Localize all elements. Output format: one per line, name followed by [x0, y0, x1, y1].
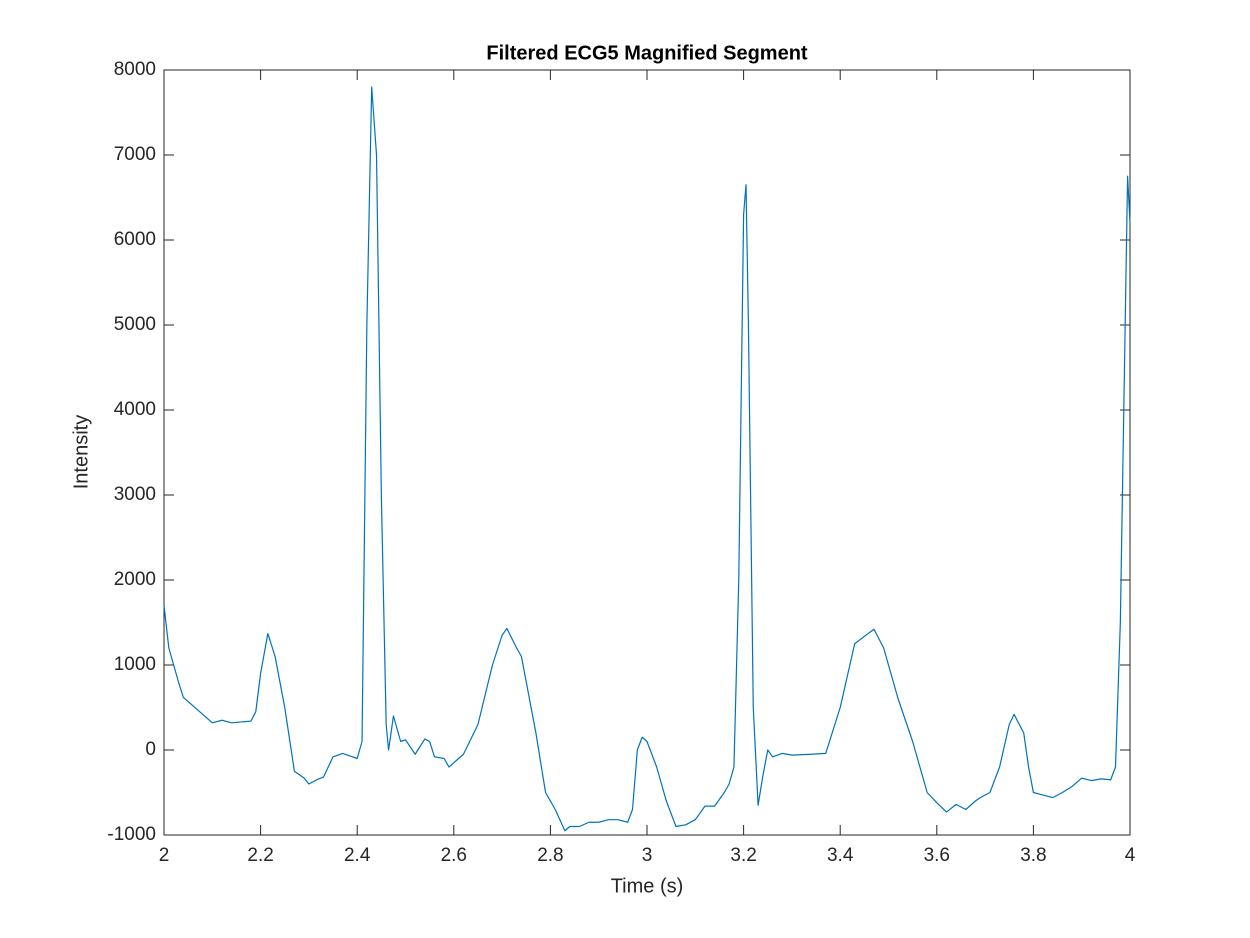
x-tick-label: 2.2 [247, 845, 273, 866]
x-tick-label: 3.8 [1020, 845, 1046, 866]
x-tick-label: 3 [642, 845, 653, 866]
y-tick-label: 4000 [114, 399, 156, 420]
y-tick-label: 6000 [114, 229, 156, 250]
x-tick-label: 2.6 [441, 845, 467, 866]
y-tick-label: 3000 [114, 484, 156, 505]
y-tick-label: 7000 [114, 144, 156, 165]
x-axis-label: Time (s) [611, 875, 684, 897]
x-tick-label: 2.8 [537, 845, 563, 866]
y-tick-label: 5000 [114, 314, 156, 335]
data-line [163, 86, 1131, 832]
y-tick-label: -1000 [107, 824, 156, 845]
chart-title: Filtered ECG5 Magnified Segment [486, 42, 808, 64]
x-tick-label: 3.2 [730, 845, 756, 866]
x-tick-label: 3.6 [924, 845, 950, 866]
y-tick-label: 0 [145, 739, 156, 760]
y-tick-label: 2000 [114, 569, 156, 590]
x-tick-label: 4 [1125, 845, 1136, 866]
x-tick-label: 2.4 [344, 845, 371, 866]
x-tick-label: 2 [159, 845, 170, 866]
x-tick-label: 3.4 [827, 845, 854, 866]
y-axis-label: Intensity [70, 415, 92, 489]
y-tick-label: 1000 [114, 654, 156, 675]
y-tick-label: 8000 [114, 59, 156, 80]
